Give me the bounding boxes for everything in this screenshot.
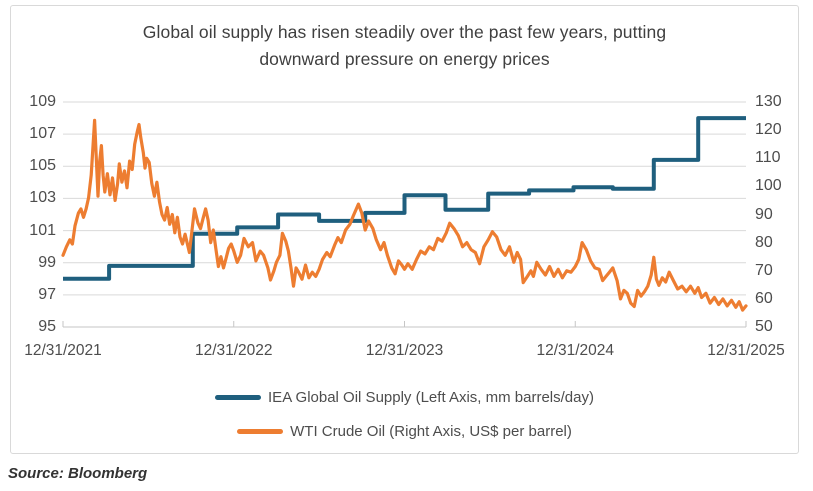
left-axis-tick-label: 103: [29, 189, 56, 207]
right-axis-tick-labels: 130 120 110 100 90 80 70 60 50: [755, 93, 799, 346]
x-axis-tick-labels: 12/31/2021 12/31/2022 12/31/2023 12/31/2024…: [24, 341, 785, 361]
right-axis-tick-label: 70: [755, 261, 773, 279]
left-axis-tick-label: 97: [38, 285, 56, 303]
left-axis-tick-label: 109: [29, 93, 56, 110]
chart-title: Global oil supply has risen steadily ove…: [11, 19, 798, 73]
left-axis-tick-label: 99: [38, 253, 56, 271]
x-axis-tick-label: 12/31/2022: [194, 342, 273, 359]
left-axis-tick-labels: 109 107 105 103 101 99 97 95: [11, 93, 56, 346]
legend-label: IEA Global Oil Supply (Left Axis, mm bar…: [268, 388, 594, 406]
x-axis-tick-label: 12/31/2025: [707, 342, 785, 359]
right-axis-tick-label: 80: [755, 233, 773, 251]
chart-card: Global oil supply has risen steadily ove…: [10, 5, 799, 454]
wti-crude-series-line: [61, 118, 748, 312]
x-axis-tick-label: 12/31/2021: [24, 342, 102, 359]
legend-item-iea-supply: IEA Global Oil Supply (Left Axis, mm bar…: [11, 387, 798, 407]
right-axis-tick-label: 90: [755, 205, 773, 223]
left-axis-tick-label: 105: [29, 157, 56, 175]
plot-area: [61, 101, 748, 328]
legend: IEA Global Oil Supply (Left Axis, mm bar…: [11, 387, 798, 455]
left-axis-tick-label: 101: [29, 221, 56, 239]
right-axis-tick-label: 100: [755, 177, 782, 195]
iea-supply-series-line: [63, 116, 746, 281]
chart-title-line2: downward pressure on energy prices: [259, 49, 550, 69]
wti-line-swatch: [237, 428, 284, 434]
chart-title-line1: Global oil supply has risen steadily ove…: [142, 22, 667, 42]
left-axis-tick-label: 107: [29, 125, 56, 143]
iea-line-swatch: [215, 394, 262, 400]
plot-region: 109 107 105 103 101 99 97 95 130 120 110 100 90 80 70…: [11, 93, 799, 366]
right-axis-tick-label: 60: [755, 289, 773, 307]
right-axis-tick-label: 50: [755, 318, 773, 335]
legend-label: WTI Crude Oil (Right Axis, US$ per barre…: [290, 422, 572, 440]
left-axis-tick-label: 95: [38, 318, 56, 335]
right-axis-tick-label: 130: [755, 93, 782, 110]
legend-item-wti-crude: WTI Crude Oil (Right Axis, US$ per barre…: [11, 421, 798, 441]
source-note: Source: Bloomberg: [8, 465, 148, 482]
x-axis-tick-label: 12/31/2023: [365, 342, 444, 359]
x-axis-tick-label: 12/31/2024: [536, 342, 615, 359]
right-axis-tick-label: 120: [755, 121, 782, 139]
right-axis-tick-label: 110: [755, 149, 781, 167]
